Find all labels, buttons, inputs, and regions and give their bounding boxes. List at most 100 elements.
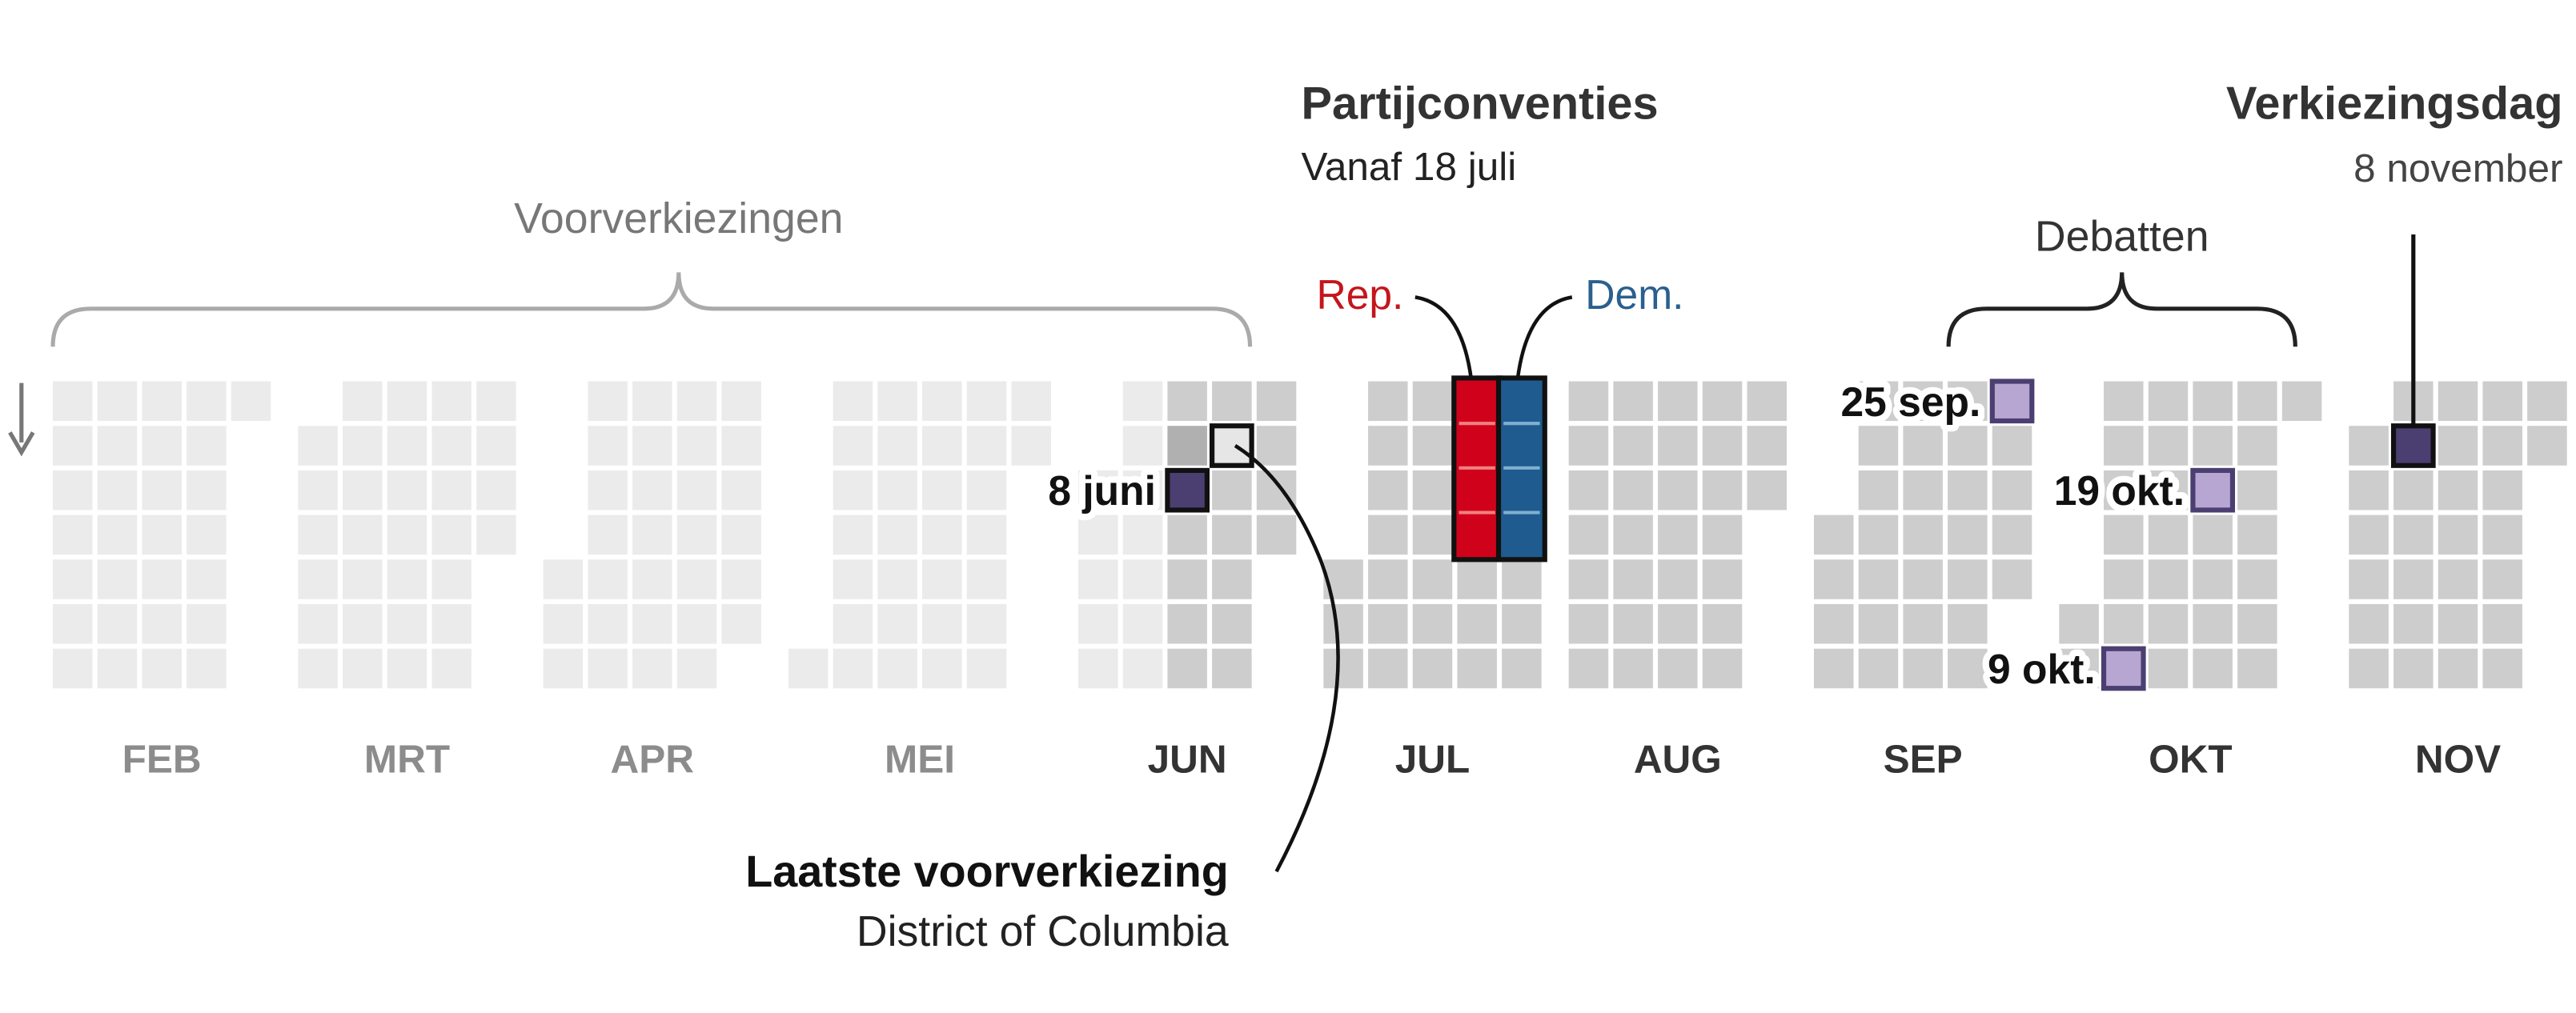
day-cell	[2393, 470, 2434, 511]
day-cell	[1078, 604, 1118, 644]
day-cell	[298, 470, 338, 511]
day-cell	[2438, 381, 2478, 422]
day-cell	[187, 426, 227, 466]
last-primary-subtitle: District of Columbia	[857, 907, 1229, 955]
debates-title: Debatten	[2035, 213, 2209, 261]
last-primary-title: Laatste voorverkiezing	[745, 847, 1229, 896]
day-cell	[2237, 648, 2277, 689]
day-cell	[1212, 470, 1252, 511]
day-cell	[1368, 648, 1408, 689]
day-cell	[788, 648, 829, 689]
day-cell	[1814, 559, 1854, 599]
day-cell	[2349, 470, 2389, 511]
day-cell	[833, 648, 873, 689]
day-cell	[387, 604, 427, 644]
day-cell	[676, 648, 717, 689]
day-cell	[1702, 648, 1743, 689]
day-cell	[2193, 648, 2233, 689]
day-cell	[431, 470, 471, 511]
day-cell	[2349, 648, 2389, 689]
month-labels: FEB MRT APR MEI JUN JUL AUG SEP OKT NOV	[122, 737, 2501, 781]
day-cell	[588, 470, 628, 511]
day-cell	[1167, 381, 1207, 422]
day-cell	[588, 381, 628, 422]
day-cell	[1903, 559, 1943, 599]
day-cell	[1412, 381, 1453, 422]
day-cell	[966, 604, 1007, 644]
day-cell	[1613, 426, 1653, 466]
day-cell	[1011, 381, 1051, 422]
day-cell	[2059, 604, 2099, 644]
day-cell	[53, 470, 93, 511]
day-cell	[2349, 426, 2389, 466]
day-cell	[1903, 604, 1943, 644]
day-cell	[142, 381, 182, 422]
day-cell	[2193, 426, 2233, 466]
day-cell	[1368, 470, 1408, 511]
day-cell	[1613, 381, 1653, 422]
day-cell	[2482, 470, 2522, 511]
day-cell	[387, 426, 427, 466]
day-cell	[1122, 559, 1163, 599]
day-cell	[1658, 604, 1698, 644]
day-cell	[298, 515, 338, 555]
day-cell	[1992, 470, 2032, 511]
day-cell	[588, 426, 628, 466]
day-cell	[343, 426, 383, 466]
day-cell	[2349, 559, 2389, 599]
day-cell	[543, 559, 584, 599]
day-cell	[833, 559, 873, 599]
day-cell	[2148, 381, 2189, 422]
day-cell	[877, 426, 917, 466]
day-cell	[142, 648, 182, 689]
day-cell	[1457, 559, 1497, 599]
day-cell	[1747, 426, 1787, 466]
day-cell	[922, 470, 962, 511]
day-cell	[187, 604, 227, 644]
day-cell	[2237, 470, 2277, 511]
day-cell	[53, 604, 93, 644]
day-cell	[1613, 648, 1653, 689]
day-cell	[387, 648, 427, 689]
day-cell	[97, 648, 138, 689]
day-cell	[721, 515, 761, 555]
day-cell	[1658, 470, 1698, 511]
day-cell	[1568, 470, 1609, 511]
arrow-head	[8, 431, 35, 457]
date-label: 19 okt.	[2054, 467, 2185, 514]
day-cell	[431, 648, 471, 689]
day-cell	[2104, 515, 2144, 555]
day-cell	[343, 604, 383, 644]
day-cell	[343, 559, 383, 599]
day-cell	[588, 559, 628, 599]
day-cell	[2148, 470, 2189, 511]
day-cell	[343, 648, 383, 689]
day-cell	[1948, 470, 1988, 511]
day-cell	[1747, 470, 1787, 511]
day-cell	[231, 381, 271, 422]
day-cell	[1992, 426, 2032, 466]
day-cell	[1568, 515, 1609, 555]
day-cell	[1613, 604, 1653, 644]
day-cell	[877, 515, 917, 555]
day-cell	[1948, 426, 1988, 466]
day-cell	[1122, 604, 1163, 644]
day-cell	[431, 515, 471, 555]
day-cell	[1702, 470, 1743, 511]
day-cell	[53, 515, 93, 555]
day-cell	[1613, 515, 1653, 555]
day-cell	[1078, 559, 1118, 599]
conventions-title: Partijconventies	[1302, 78, 1659, 130]
day-cell	[1948, 648, 1988, 689]
day-cell	[833, 604, 873, 644]
day-cell	[966, 648, 1007, 689]
day-cell	[476, 515, 516, 555]
day-cell	[298, 559, 338, 599]
day-cell	[431, 381, 471, 422]
day-cell	[431, 604, 471, 644]
day-cell	[1948, 515, 1988, 555]
day-cell	[1858, 426, 1899, 466]
date-label: 8 juni	[1048, 467, 1156, 514]
